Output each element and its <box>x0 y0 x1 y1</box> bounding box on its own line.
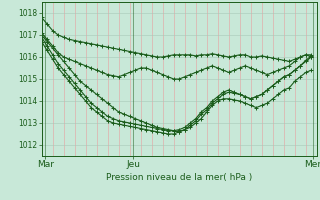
X-axis label: Pression niveau de la mer( hPa ): Pression niveau de la mer( hPa ) <box>106 173 252 182</box>
